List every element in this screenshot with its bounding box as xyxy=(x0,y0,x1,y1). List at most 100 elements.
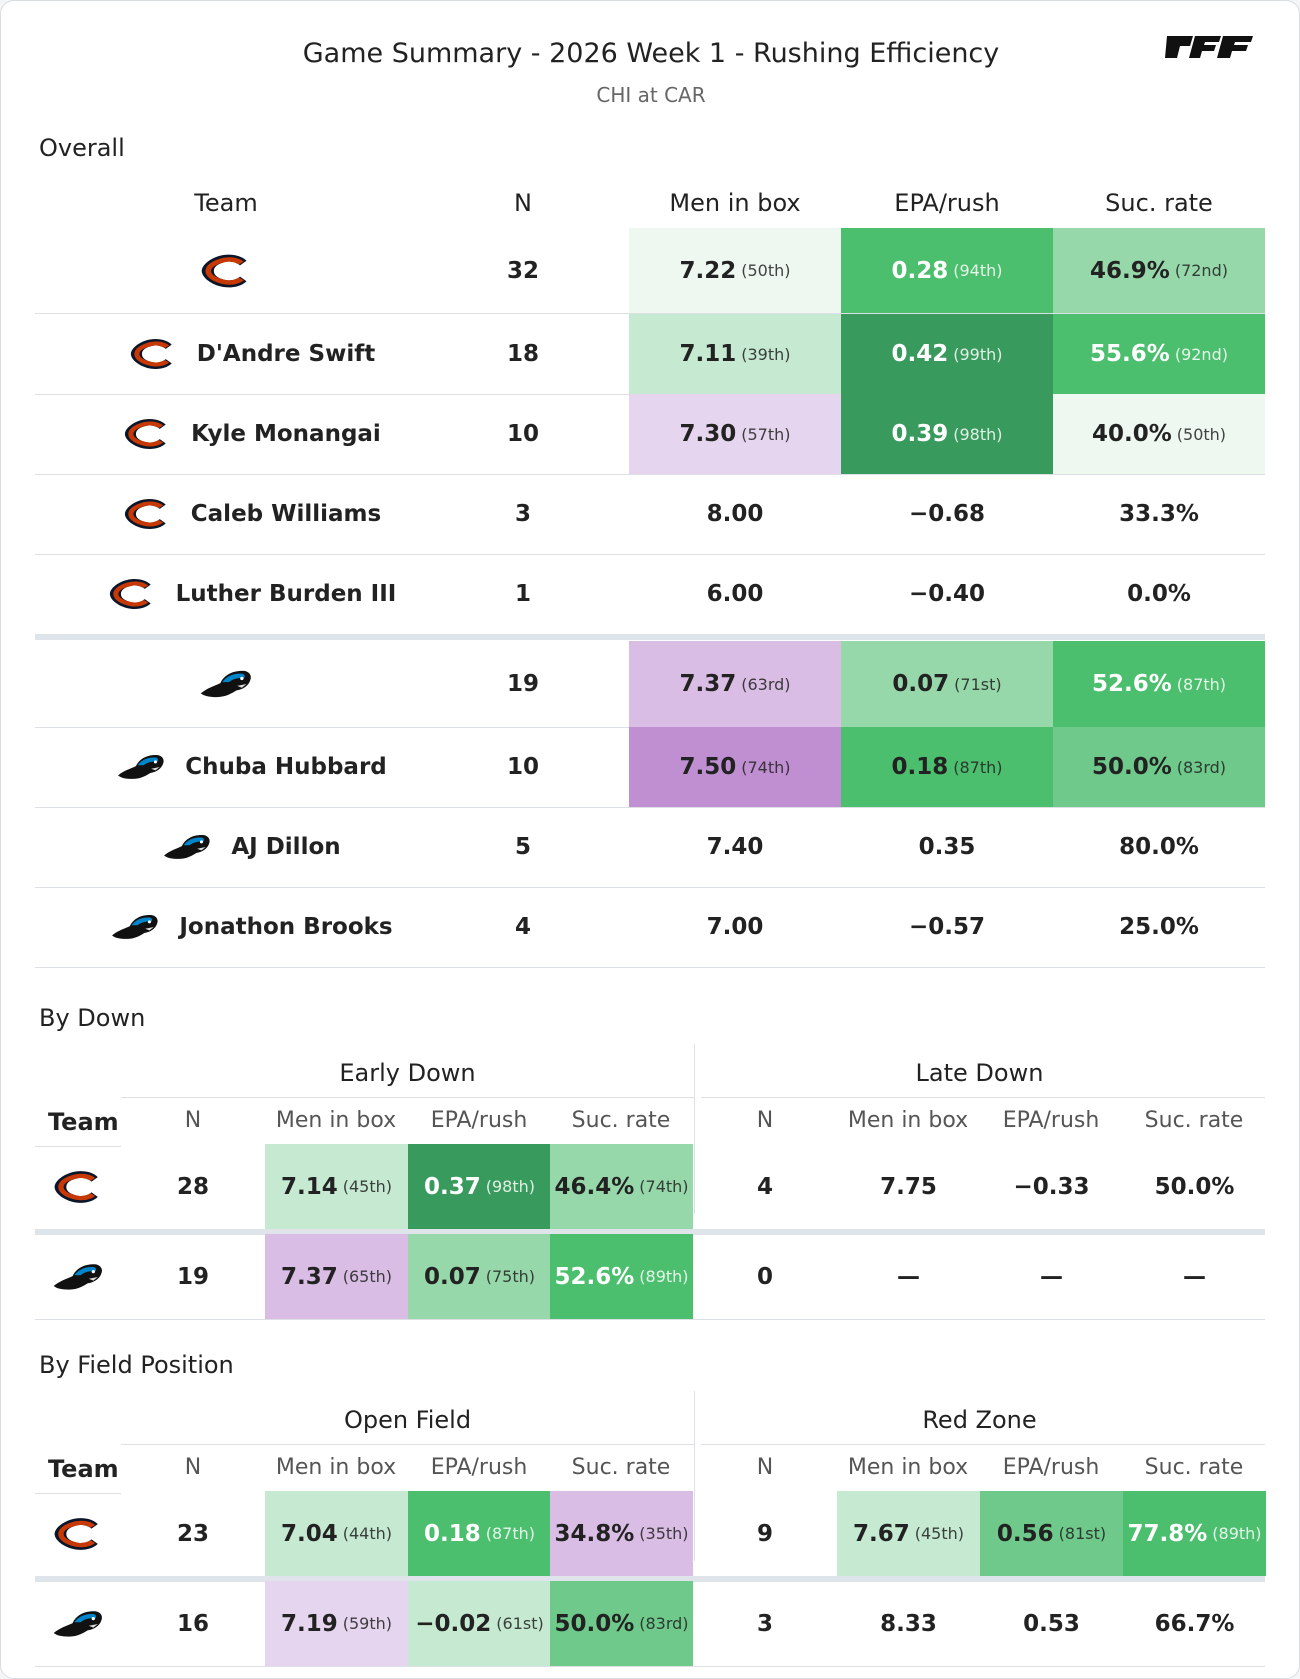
cell-value: 7.40 xyxy=(706,834,764,860)
epa-rush-cell: — xyxy=(980,1234,1123,1319)
cell-value: 50.0% xyxy=(1154,1173,1235,1200)
row-divider xyxy=(35,1666,1265,1667)
cell-value: 0.07 xyxy=(892,671,950,697)
epa-rush-cell: 0.07 (71st) xyxy=(841,641,1053,727)
cell-value: 7.67 xyxy=(852,1520,910,1547)
column-header: Suc. rate xyxy=(571,1108,671,1133)
cell-value: 0.07 xyxy=(423,1263,481,1290)
n-value: 4 xyxy=(473,887,573,967)
cell-value: 77.8% xyxy=(1127,1520,1208,1547)
cell-value: 7.04 xyxy=(280,1520,338,1547)
bears-logo-icon xyxy=(109,579,151,609)
men-in-box-cell: 7.22 (50th) xyxy=(629,228,841,313)
epa-rush-cell: 0.53 xyxy=(980,1581,1123,1666)
epa-rush-cell: 0.35 xyxy=(841,807,1053,887)
row-divider xyxy=(35,313,1265,314)
column-header: N xyxy=(756,1108,774,1133)
men-in-box-cell: 7.04 (44th) xyxy=(265,1491,408,1576)
pff-logo-icon xyxy=(1165,36,1253,58)
row-divider xyxy=(35,807,1265,808)
cell-value: 7.11 xyxy=(679,341,737,367)
n-value: 10 xyxy=(473,727,573,807)
player-name-cell: D'Andre Swift xyxy=(81,314,421,394)
cell-percentile: (75th) xyxy=(485,1267,535,1286)
cell-value: 52.6% xyxy=(1091,671,1172,697)
cell-value: 18 xyxy=(506,341,539,367)
n-value: 3 xyxy=(705,1581,825,1666)
group-header-left: Early Down xyxy=(339,1059,476,1087)
cell-value: 5 xyxy=(514,834,531,860)
cell-percentile: (99th) xyxy=(953,344,1003,364)
n-value: 18 xyxy=(473,314,573,394)
column-header: EPA/rush xyxy=(430,1108,528,1133)
cell-percentile: (65th) xyxy=(342,1267,392,1286)
cell-value: 0.37 xyxy=(423,1173,481,1200)
cell-value: −0.33 xyxy=(1013,1173,1090,1200)
epa-rush-cell: 0.18 (87th) xyxy=(841,727,1053,807)
column-header: Men in box xyxy=(847,1455,969,1480)
cell-value: 4 xyxy=(514,914,531,940)
men-in-box-cell: 7.00 xyxy=(629,887,841,967)
column-header: N xyxy=(514,189,532,217)
team-underline xyxy=(35,1146,121,1147)
cell-value: 28 xyxy=(176,1173,209,1200)
column-header: N xyxy=(184,1108,202,1133)
row-divider xyxy=(35,554,1265,555)
cell-value: — xyxy=(897,1263,920,1290)
cell-percentile: (63rd) xyxy=(741,674,791,694)
epa-rush-cell: 0.28 (94th) xyxy=(841,228,1053,313)
row-divider xyxy=(35,967,1265,968)
group-underline xyxy=(701,1444,1265,1445)
panthers-logo-icon xyxy=(200,670,251,698)
cell-value: −0.40 xyxy=(908,581,986,607)
cell-value: 6.00 xyxy=(706,581,764,607)
cell-percentile: (35th) xyxy=(639,1524,689,1543)
cell-value: −0.68 xyxy=(908,501,986,527)
cell-value: 0.39 xyxy=(891,421,949,447)
cell-value: 80.0% xyxy=(1119,834,1199,860)
men-in-box-cell: — xyxy=(837,1234,980,1319)
cell-value: 0.35 xyxy=(918,834,976,860)
column-header: N xyxy=(756,1455,774,1480)
men-in-box-cell: 7.11 (39th) xyxy=(629,314,841,394)
cell-value: 7.22 xyxy=(679,257,737,284)
cell-value: 40.0% xyxy=(1091,421,1172,447)
column-header: Suc. rate xyxy=(1144,1108,1244,1133)
cell-value: 50.0% xyxy=(1091,754,1172,780)
column-header: Suc. rate xyxy=(571,1455,671,1480)
epa-rush-cell: 0.37 (98th) xyxy=(408,1144,551,1229)
epa-rush-cell: 0.39 (98th) xyxy=(841,394,1053,474)
cell-percentile: (83rd) xyxy=(639,1614,689,1633)
cell-value: 33.3% xyxy=(1119,501,1199,527)
cell-value: 7.00 xyxy=(706,914,764,940)
team-logo-cell xyxy=(81,641,371,727)
player-name-cell: Chuba Hubbard xyxy=(81,727,421,807)
cell-value: 34.8% xyxy=(554,1520,635,1547)
cell-percentile: (57th) xyxy=(741,424,791,444)
cell-value: 7.75 xyxy=(880,1173,937,1200)
n-value: 16 xyxy=(133,1581,253,1666)
cell-value: 7.19 xyxy=(280,1610,338,1637)
column-header: Men in box xyxy=(669,189,801,217)
epa-rush-cell: −0.68 xyxy=(841,474,1053,554)
n-value: 28 xyxy=(133,1144,253,1229)
team-logo-cell xyxy=(35,1234,121,1319)
success-rate-cell: 0.0% xyxy=(1053,554,1265,634)
cell-percentile: (92nd) xyxy=(1174,344,1228,364)
cell-value: 10 xyxy=(506,421,539,447)
n-value: 3 xyxy=(473,474,573,554)
row-divider xyxy=(35,1319,1265,1320)
n-value: 1 xyxy=(473,554,573,634)
column-header: Team xyxy=(194,189,258,217)
bears-logo-icon xyxy=(201,254,247,287)
men-in-box-cell: 8.00 xyxy=(629,474,841,554)
cell-percentile: (87th) xyxy=(1176,674,1227,694)
success-rate-cell: 25.0% xyxy=(1053,887,1265,967)
player-name-cell: Kyle Monangai xyxy=(81,394,421,474)
cell-percentile: (94th) xyxy=(953,261,1003,280)
player-name: Luther Burden III xyxy=(175,581,397,607)
column-header: Suc. rate xyxy=(1144,1455,1244,1480)
men-in-box-cell: 7.37 (63rd) xyxy=(629,641,841,727)
column-header: EPA/rush xyxy=(1002,1455,1100,1480)
success-rate-cell: 50.0% xyxy=(1123,1144,1266,1229)
